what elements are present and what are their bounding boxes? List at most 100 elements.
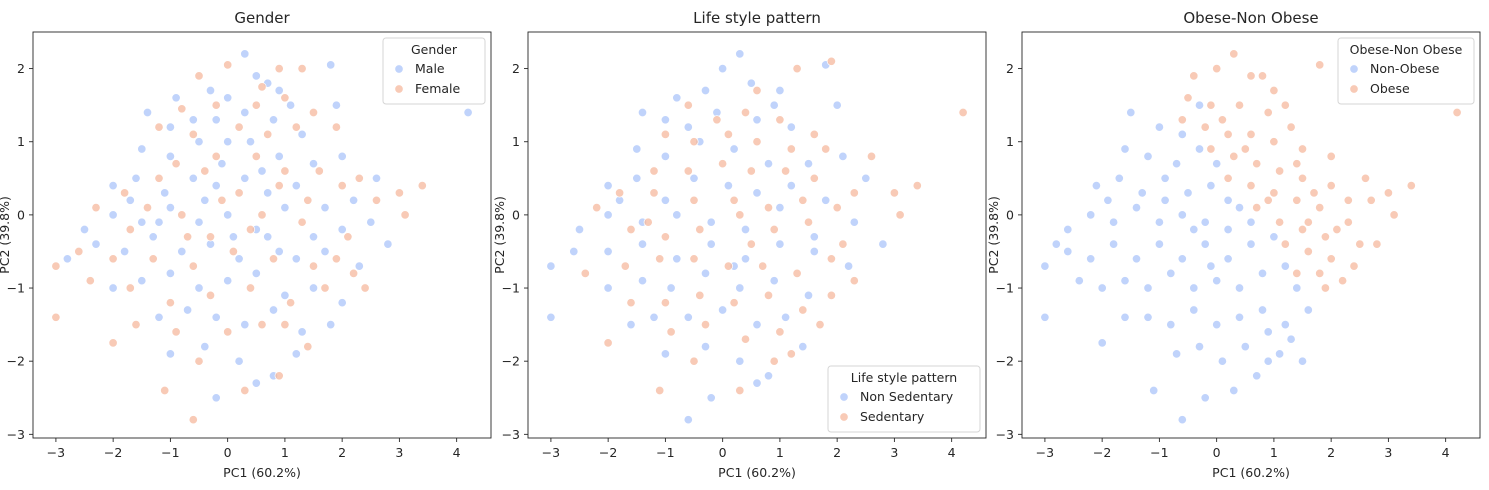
data-point bbox=[1120, 144, 1130, 154]
data-point bbox=[165, 151, 175, 161]
data-point bbox=[649, 188, 659, 198]
data-point bbox=[1372, 239, 1382, 249]
data-point bbox=[1183, 188, 1193, 198]
data-point bbox=[826, 290, 836, 300]
y-tick-label: 0 bbox=[1006, 207, 1014, 222]
chart-title: Obese-Non Obese bbox=[1183, 9, 1318, 27]
legend-entry-label: Sedentary bbox=[860, 409, 925, 424]
data-point bbox=[1338, 276, 1348, 286]
data-point bbox=[592, 203, 602, 213]
data-point bbox=[331, 122, 341, 132]
data-point bbox=[268, 115, 279, 125]
data-point bbox=[655, 254, 665, 264]
data-point bbox=[786, 349, 796, 359]
data-point bbox=[280, 203, 290, 213]
data-point bbox=[1143, 312, 1153, 322]
data-point bbox=[1326, 254, 1336, 264]
chart-panel-2: −3 −2 −1 0 1 2 3 4 −3 −2 −1 0 1 2 Life style pattern PC… bbox=[492, 9, 987, 480]
x-tick-label: 3 bbox=[890, 445, 898, 460]
data-point bbox=[1252, 159, 1262, 169]
data-point bbox=[603, 338, 613, 348]
x-tick-label: 4 bbox=[453, 445, 461, 460]
x-tick-label: −1 bbox=[656, 445, 674, 460]
x-tick-label: 2 bbox=[833, 445, 841, 460]
series-1 bbox=[1177, 49, 1462, 293]
legend-entry-label: Non Sedentary bbox=[860, 389, 954, 404]
y-tick-label: −3 bbox=[996, 427, 1014, 442]
data-point bbox=[108, 254, 118, 264]
data-point bbox=[803, 159, 814, 169]
data-point bbox=[643, 217, 653, 227]
data-point bbox=[626, 320, 636, 330]
data-point bbox=[257, 320, 267, 330]
data-point bbox=[746, 78, 756, 88]
data-point bbox=[1194, 342, 1205, 352]
data-point bbox=[1315, 203, 1325, 213]
data-point bbox=[844, 261, 854, 271]
data-point bbox=[194, 137, 204, 147]
data-point bbox=[1223, 254, 1233, 264]
data-point bbox=[1189, 305, 1199, 315]
data-point bbox=[91, 239, 101, 249]
data-point bbox=[326, 60, 336, 70]
data-point bbox=[1177, 129, 1187, 139]
data-point bbox=[574, 224, 585, 235]
series-1 bbox=[580, 56, 968, 396]
data-point bbox=[360, 283, 370, 293]
data-point bbox=[160, 385, 170, 396]
data-point bbox=[1194, 100, 1205, 110]
data-point bbox=[371, 195, 382, 205]
data-point bbox=[245, 137, 256, 147]
data-point bbox=[165, 349, 175, 359]
plot-frame bbox=[527, 31, 987, 439]
legend: Obese-Non Obese Non-Obese Obese bbox=[1337, 37, 1475, 105]
data-point bbox=[120, 188, 130, 198]
data-point bbox=[775, 85, 785, 96]
data-point bbox=[263, 188, 273, 198]
data-point bbox=[649, 166, 659, 176]
data-point bbox=[400, 210, 410, 220]
data-point bbox=[1177, 254, 1187, 264]
data-point bbox=[91, 203, 101, 213]
data-point bbox=[735, 385, 745, 396]
data-point bbox=[1194, 144, 1205, 154]
data-point bbox=[1086, 210, 1096, 220]
data-point bbox=[826, 254, 836, 264]
data-point bbox=[223, 60, 233, 70]
data-point bbox=[1280, 239, 1290, 249]
x-tick-label: 3 bbox=[1384, 445, 1392, 460]
data-point bbox=[251, 71, 261, 81]
data-point bbox=[1200, 217, 1210, 227]
data-point bbox=[200, 195, 210, 205]
data-point bbox=[188, 173, 198, 183]
data-point bbox=[354, 173, 364, 183]
data-point bbox=[706, 393, 716, 403]
data-point bbox=[838, 151, 848, 161]
data-point bbox=[188, 261, 198, 271]
legend-title: Gender bbox=[411, 42, 458, 57]
data-point bbox=[240, 385, 250, 396]
data-point bbox=[1246, 71, 1256, 81]
data-point bbox=[1263, 195, 1273, 205]
data-point bbox=[660, 115, 670, 125]
data-point bbox=[257, 210, 267, 220]
data-point bbox=[263, 129, 273, 139]
y-tick-label: 1 bbox=[512, 134, 520, 149]
y-tick-label: 0 bbox=[17, 207, 25, 222]
data-point bbox=[1320, 232, 1330, 242]
y-tick-label: −1 bbox=[996, 281, 1014, 296]
x-axis-label: PC1 (60.2%) bbox=[718, 465, 796, 480]
data-point bbox=[832, 203, 842, 213]
data-point bbox=[689, 356, 699, 366]
data-point bbox=[752, 320, 762, 330]
data-point bbox=[775, 203, 785, 213]
data-point bbox=[337, 181, 347, 191]
data-point bbox=[683, 166, 693, 176]
data-point bbox=[660, 349, 670, 359]
data-point bbox=[297, 327, 307, 337]
data-point bbox=[1143, 283, 1153, 293]
data-point bbox=[211, 393, 221, 403]
data-point bbox=[1275, 217, 1285, 227]
data-point bbox=[131, 320, 141, 330]
data-point bbox=[108, 283, 118, 293]
